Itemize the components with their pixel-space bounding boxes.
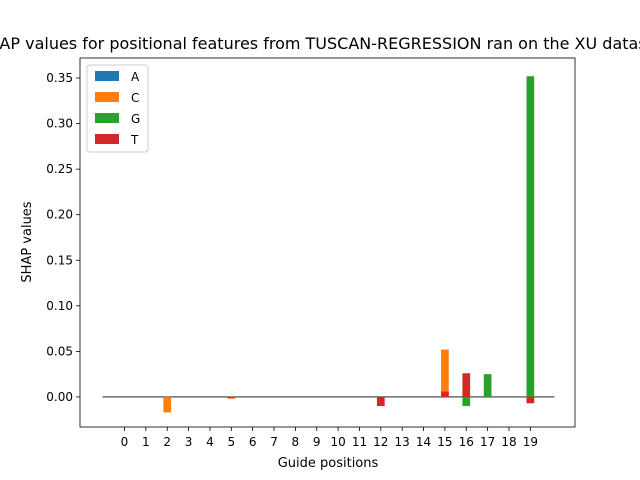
bar-T-16 bbox=[462, 373, 471, 397]
bar-G-19 bbox=[526, 76, 535, 397]
x-tick-label: 5 bbox=[227, 435, 235, 449]
x-tick-label: 3 bbox=[185, 435, 193, 449]
y-tick-label: 0.05 bbox=[46, 344, 73, 358]
legend-swatch-C bbox=[95, 92, 119, 102]
y-tick-label: 0.00 bbox=[46, 390, 73, 404]
x-tick-label: 0 bbox=[121, 435, 129, 449]
legend-label-T: T bbox=[130, 133, 139, 147]
bar-T-12 bbox=[376, 396, 385, 407]
x-tick-label: 8 bbox=[292, 435, 300, 449]
x-tick-label: 7 bbox=[270, 435, 278, 449]
x-axis-label: Guide positions bbox=[278, 456, 379, 471]
legend-label-C: C bbox=[131, 91, 139, 105]
x-tick-label: 12 bbox=[373, 435, 388, 449]
bar-T-5 bbox=[227, 396, 236, 398]
legend-swatch-T bbox=[95, 134, 119, 144]
legend-swatch-A bbox=[95, 71, 119, 81]
x-tick-label: 18 bbox=[501, 435, 516, 449]
bar-G-17 bbox=[483, 374, 492, 397]
legend-label-G: G bbox=[131, 112, 140, 126]
chart-title: SHAP values for positional features from… bbox=[0, 34, 640, 53]
axes-frame bbox=[79, 57, 576, 428]
legend-box bbox=[86, 64, 149, 153]
x-tick-label: 17 bbox=[480, 435, 495, 449]
y-tick-label: 0.30 bbox=[46, 117, 73, 131]
y-tick-label: 0.10 bbox=[46, 299, 73, 313]
y-tick-label: 0.25 bbox=[46, 162, 73, 176]
x-tick-label: 13 bbox=[395, 435, 410, 449]
bar-G-16 bbox=[462, 396, 471, 407]
bar-C-15 bbox=[441, 349, 449, 397]
x-tick-label: 16 bbox=[459, 435, 474, 449]
x-tick-label: 14 bbox=[416, 435, 431, 449]
x-tick-label: 9 bbox=[313, 435, 321, 449]
x-tick-label: 10 bbox=[330, 435, 345, 449]
y-tick-label: 0.15 bbox=[46, 253, 73, 267]
x-tick-label: 19 bbox=[523, 435, 538, 449]
x-tick-label: 6 bbox=[249, 435, 257, 449]
x-tick-label: 1 bbox=[142, 435, 150, 449]
bar-T-15 bbox=[441, 391, 449, 397]
x-tick-label: 4 bbox=[206, 435, 214, 449]
x-tick-label: 15 bbox=[437, 435, 452, 449]
x-tick-label: 2 bbox=[163, 435, 171, 449]
y-tick-label: 0.35 bbox=[46, 71, 73, 85]
y-axis-label: SHAP values bbox=[20, 201, 35, 282]
legend-swatch-G bbox=[95, 113, 119, 123]
y-tick-label: 0.20 bbox=[46, 208, 73, 222]
legend-label-A: A bbox=[131, 70, 140, 84]
x-tick-label: 11 bbox=[352, 435, 367, 449]
bar-T-19 bbox=[526, 396, 535, 404]
plot-area: 0 1 2 3 4 5 6 7 8 9 10 11 12 13 14 15 16 17 18 190.000.050.… bbox=[46, 57, 576, 449]
bar-C-2 bbox=[163, 396, 172, 413]
